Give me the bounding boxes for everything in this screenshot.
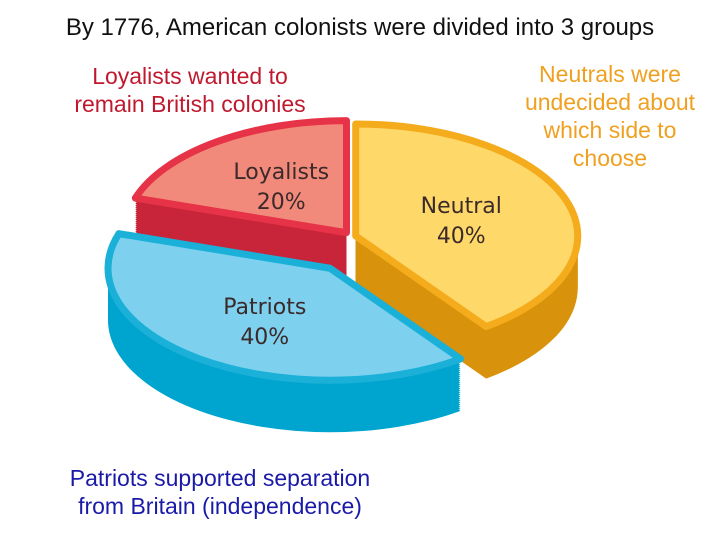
slice-value-loyalists: 20%: [257, 190, 306, 215]
annotation-loyalists: Loyalists wanted to remain British colon…: [74, 63, 306, 117]
slice-loyalists: [131, 117, 350, 285]
chart-title: By 1776, American colonists were divided…: [65, 14, 655, 41]
slice-top-patriots: [104, 230, 465, 384]
slice-label-patriots: Patriots: [223, 295, 306, 320]
slice-top-loyalists: [131, 117, 350, 237]
slice-top-neutral: [352, 120, 582, 331]
slice-label-neutral: Neutral: [421, 194, 502, 219]
slice-label-loyalists: Loyalists: [233, 160, 329, 185]
slice-patriots: [104, 230, 465, 433]
annotation-patriots: Patriots supported separation from Brita…: [69, 465, 371, 519]
slice-value-neutral: 40%: [437, 224, 486, 249]
slice-value-patriots: 40%: [240, 325, 289, 350]
slice-neutral: [352, 120, 582, 379]
annotation-neutral: Neutrals were undecided about which side…: [524, 61, 696, 171]
